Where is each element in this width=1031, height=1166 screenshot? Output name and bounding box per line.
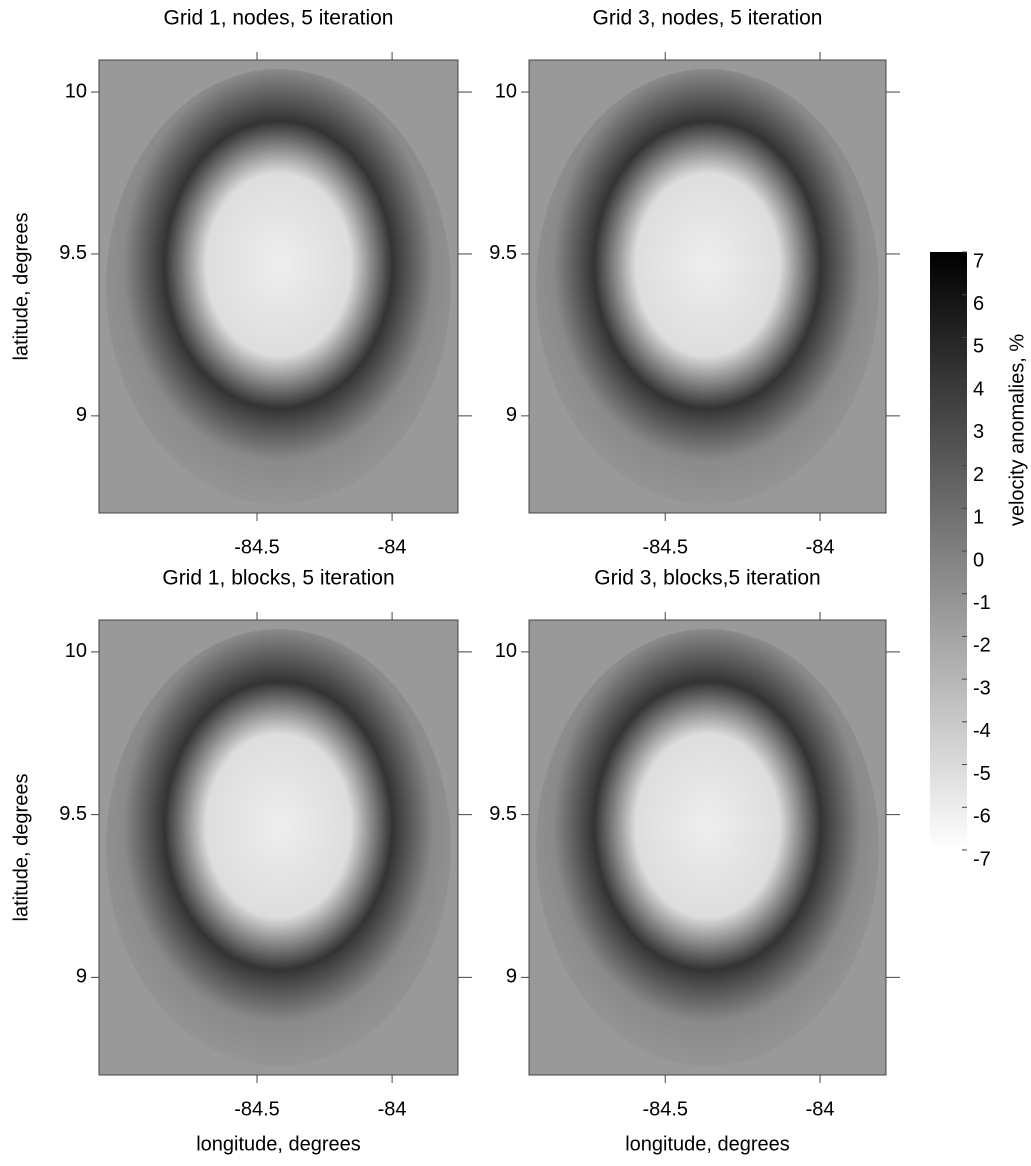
y-tick-label: 10 [65, 640, 87, 662]
colorbar-tick-label: 2 [973, 464, 984, 486]
y-tick-label: 10 [495, 640, 517, 662]
x-tick-label: -84 [378, 1098, 407, 1120]
colorbar-tick-label: -4 [973, 720, 991, 742]
x-tick-label: -84.5 [234, 536, 280, 558]
x-axis-label: longitude, degrees [196, 1133, 361, 1155]
x-tick-label: -84.5 [642, 536, 688, 558]
y-tick-label: 9.5 [489, 803, 517, 825]
colorbar-tick-label: -5 [973, 763, 991, 785]
image-texture [106, 629, 451, 1066]
panel-title: Grid 1, blocks, 5 iteration [162, 567, 394, 590]
colorbar-label: velocity anomalies, % [1006, 334, 1028, 527]
colorbar-tick-label: 0 [973, 549, 984, 571]
x-tick-label: -84 [806, 536, 835, 558]
colorbar-tick-label: 1 [973, 507, 984, 529]
colorbar-tick-label: 3 [973, 421, 984, 443]
colorbar-tick-label: 4 [973, 378, 984, 400]
panel-title: Grid 3, nodes, 5 iteration [593, 7, 823, 30]
y-tick-label: 9.5 [489, 242, 517, 264]
panel-title: Grid 1, nodes, 5 iteration [164, 7, 394, 30]
colorbar [930, 252, 967, 850]
colorbar-tick-label: -2 [973, 635, 991, 657]
image-texture [536, 629, 879, 1066]
image-texture [536, 69, 879, 504]
colorbar-tick-label: -3 [973, 677, 991, 699]
x-axis-label: longitude, degrees [625, 1133, 790, 1155]
figure: velocity anomalies, % Grid 1, nodes, 5 i… [0, 0, 1031, 1161]
colorbar-tick-label: -6 [973, 806, 991, 828]
colorbar-tick-label: 5 [973, 336, 984, 358]
y-axis-label: latitude, degrees [10, 774, 32, 922]
colorbar-tick-label: -1 [973, 592, 991, 614]
x-tick-label: -84 [378, 536, 407, 558]
x-tick-label: -84 [806, 1098, 835, 1120]
y-tick-label: 9.5 [59, 803, 87, 825]
y-tick-label: 9 [506, 966, 517, 988]
y-tick-label: 9 [76, 404, 87, 426]
x-tick-label: -84.5 [642, 1098, 688, 1120]
x-tick-label: -84.5 [234, 1098, 280, 1120]
y-tick-label: 9.5 [59, 242, 87, 264]
colorbar-tick-label: 7 [973, 250, 984, 272]
y-tick-label: 9 [76, 966, 87, 988]
colorbar-tick-label: -7 [973, 848, 991, 870]
y-tick-label: 10 [65, 80, 87, 102]
y-tick-label: 10 [495, 80, 517, 102]
y-axis-label: latitude, degrees [10, 213, 32, 361]
panel-title: Grid 3, blocks,5 iteration [594, 567, 820, 590]
y-tick-label: 9 [506, 404, 517, 426]
colorbar-tick-label: 6 [973, 293, 984, 315]
image-texture [106, 69, 451, 504]
